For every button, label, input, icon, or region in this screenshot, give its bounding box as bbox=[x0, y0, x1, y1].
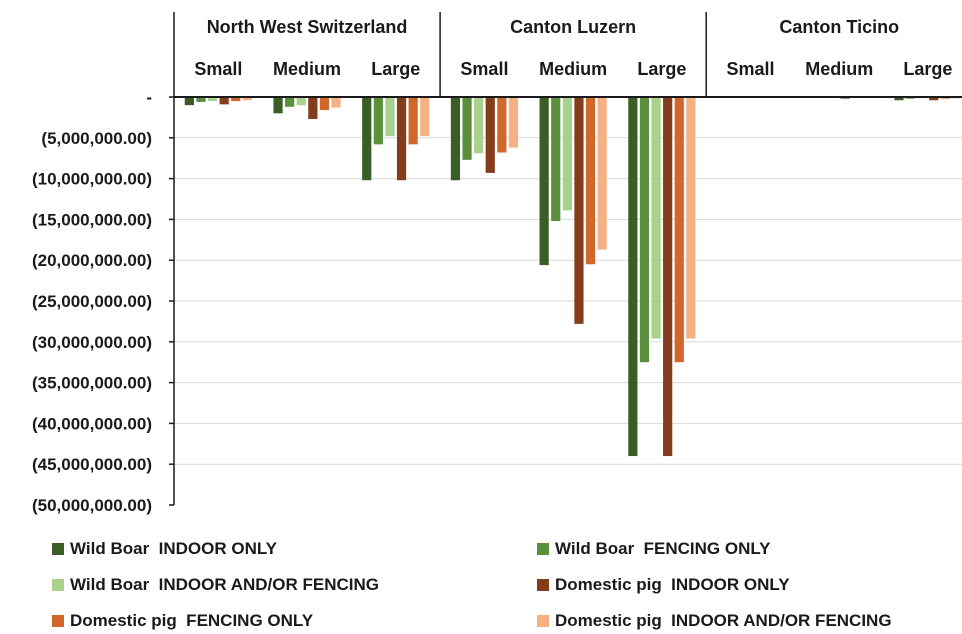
bar bbox=[242, 97, 252, 101]
bar bbox=[273, 97, 283, 114]
y-tick-label: (30,000,000.00) bbox=[32, 333, 152, 352]
bar bbox=[474, 97, 484, 154]
size-label: Large bbox=[371, 59, 420, 79]
bar bbox=[462, 97, 472, 160]
bar bbox=[497, 97, 507, 153]
bar bbox=[686, 97, 696, 339]
legend-swatch bbox=[52, 615, 64, 627]
bar bbox=[651, 97, 661, 339]
bar bbox=[585, 97, 596, 265]
bar bbox=[184, 97, 194, 106]
legend-item: Domestic pig INDOOR ONLY bbox=[537, 572, 790, 598]
bar bbox=[362, 97, 372, 181]
y-tick-label: (5,000,000.00) bbox=[41, 129, 152, 148]
bar bbox=[231, 97, 241, 102]
axis-labels: - (5,000,000.00) (10,000,000.00) (15,000,00… bbox=[32, 17, 953, 515]
bar bbox=[420, 97, 430, 137]
size-label: Small bbox=[194, 59, 242, 79]
size-label: Small bbox=[727, 59, 775, 79]
bar bbox=[408, 97, 418, 145]
legend-swatch bbox=[537, 543, 549, 555]
bar bbox=[296, 97, 306, 106]
size-label: Medium bbox=[539, 59, 607, 79]
y-tick-label: - bbox=[146, 88, 152, 107]
bar bbox=[628, 97, 638, 457]
bar bbox=[663, 97, 673, 457]
y-tick-label: (35,000,000.00) bbox=[32, 374, 152, 393]
legend-label: Wild Boar INDOOR ONLY bbox=[70, 539, 278, 558]
y-tick-label: (20,000,000.00) bbox=[32, 251, 152, 270]
size-label: Medium bbox=[805, 59, 873, 79]
legend-label: Domestic pig INDOOR ONLY bbox=[555, 575, 790, 594]
bar bbox=[539, 97, 549, 266]
legend-swatch bbox=[52, 579, 64, 591]
legend-item: Wild Boar FENCING ONLY bbox=[537, 536, 771, 562]
legend-item: Domestic pig FENCING ONLY bbox=[52, 608, 313, 634]
bar bbox=[894, 97, 904, 101]
bar bbox=[396, 97, 407, 181]
bar bbox=[508, 97, 519, 148]
legend-label: Wild Boar FENCING ONLY bbox=[555, 539, 771, 558]
legend-item: Domestic pig INDOOR AND/OR FENCING bbox=[537, 608, 892, 634]
gridlines bbox=[174, 137, 962, 465]
bar bbox=[196, 97, 206, 102]
bar bbox=[285, 97, 295, 107]
size-label: Large bbox=[903, 59, 952, 79]
bar bbox=[674, 97, 684, 363]
region-label: Canton Ticino bbox=[779, 17, 899, 37]
bar bbox=[597, 97, 607, 250]
bar bbox=[207, 97, 218, 102]
size-label: Large bbox=[637, 59, 686, 79]
bar bbox=[308, 97, 318, 120]
bar bbox=[551, 97, 561, 222]
y-tick-label: (15,000,000.00) bbox=[32, 210, 152, 229]
y-tick-label: (45,000,000.00) bbox=[32, 455, 152, 474]
legend-item: Wild Boar INDOOR ONLY bbox=[52, 536, 277, 562]
legend-swatch bbox=[52, 543, 64, 555]
y-tick-label: (25,000,000.00) bbox=[32, 292, 152, 311]
y-tick-label: (40,000,000.00) bbox=[32, 414, 152, 433]
bar-group bbox=[184, 97, 962, 457]
bar bbox=[450, 97, 461, 181]
bar bbox=[485, 97, 495, 173]
chart-canvas: - (5,000,000.00) (10,000,000.00) (15,000,00… bbox=[32, 12, 962, 515]
legend: Wild Boar INDOOR ONLY Wild Boar FENCING O… bbox=[0, 530, 962, 632]
legend-swatch bbox=[537, 579, 549, 591]
bar bbox=[639, 97, 650, 363]
legend-label: Domestic pig FENCING ONLY bbox=[70, 611, 314, 630]
region-label: North West Switzerland bbox=[207, 17, 408, 37]
bar bbox=[385, 97, 395, 137]
y-tick-label: (10,000,000.00) bbox=[32, 170, 152, 189]
legend-item: Wild Boar INDOOR AND/OR FENCING bbox=[52, 572, 379, 598]
legend-label: Wild Boar INDOOR AND/OR FENCING bbox=[70, 575, 379, 594]
bar bbox=[929, 97, 939, 101]
bar bbox=[562, 97, 572, 211]
legend-swatch bbox=[537, 615, 549, 627]
size-label: Small bbox=[460, 59, 508, 79]
bar bbox=[219, 97, 229, 105]
region-label: Canton Luzern bbox=[510, 17, 636, 37]
bar bbox=[574, 97, 584, 324]
size-label: Medium bbox=[273, 59, 341, 79]
bar bbox=[319, 97, 330, 111]
legend-label: Domestic pig INDOOR AND/OR FENCING bbox=[555, 611, 892, 630]
y-tick-label: (50,000,000.00) bbox=[32, 496, 152, 515]
bar bbox=[373, 97, 383, 145]
axes bbox=[169, 12, 962, 506]
bar bbox=[331, 97, 341, 108]
